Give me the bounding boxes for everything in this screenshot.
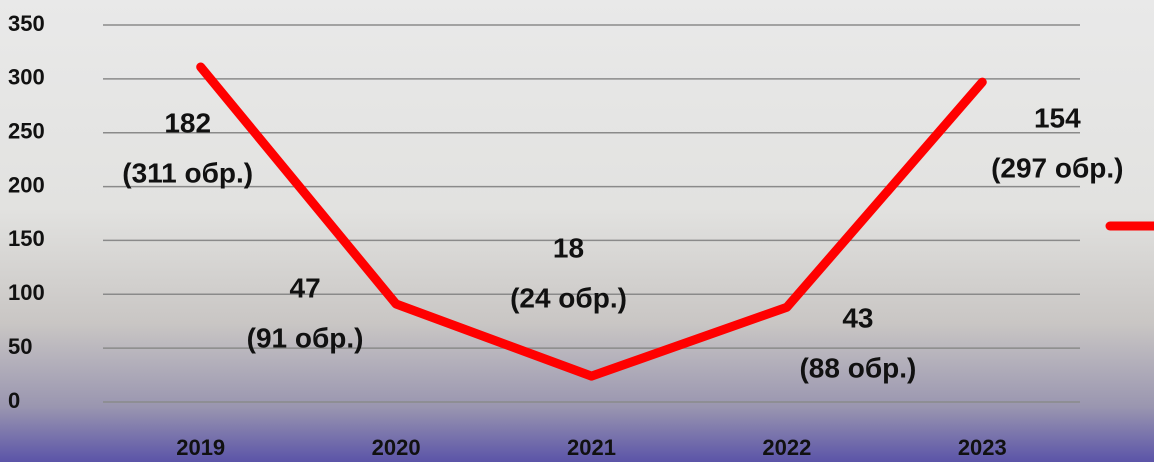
x-tick-label: 2019 xyxy=(176,435,225,460)
x-tick-label: 2021 xyxy=(567,435,616,460)
data-label: (297 обр.) xyxy=(991,152,1123,183)
data-line xyxy=(196,62,987,381)
x-tick-label: 2022 xyxy=(762,435,811,460)
y-tick-label: 0 xyxy=(8,388,20,413)
y-tick-label: 250 xyxy=(8,119,45,144)
data-label: (91 обр.) xyxy=(247,322,364,353)
annotation: 182 xyxy=(164,107,211,138)
x-tick-label: 2023 xyxy=(958,435,1007,460)
y-tick-label: 150 xyxy=(8,226,45,251)
y-tick-label: 200 xyxy=(8,172,45,197)
data-label: (88 обр.) xyxy=(799,352,916,383)
y-tick-label: 350 xyxy=(8,11,45,36)
data-label: (311 обр.) xyxy=(122,157,253,188)
annotation: 18 xyxy=(553,232,584,263)
annotation: 154 xyxy=(1034,102,1081,133)
data-label: (24 обр.) xyxy=(510,282,627,313)
x-tick-label: 2020 xyxy=(372,435,421,460)
y-tick-label: 300 xyxy=(8,65,45,90)
y-tick-label: 50 xyxy=(8,334,32,359)
annotation: 43 xyxy=(842,302,873,333)
y-tick-label: 100 xyxy=(8,280,45,305)
annotation: 47 xyxy=(290,272,321,303)
